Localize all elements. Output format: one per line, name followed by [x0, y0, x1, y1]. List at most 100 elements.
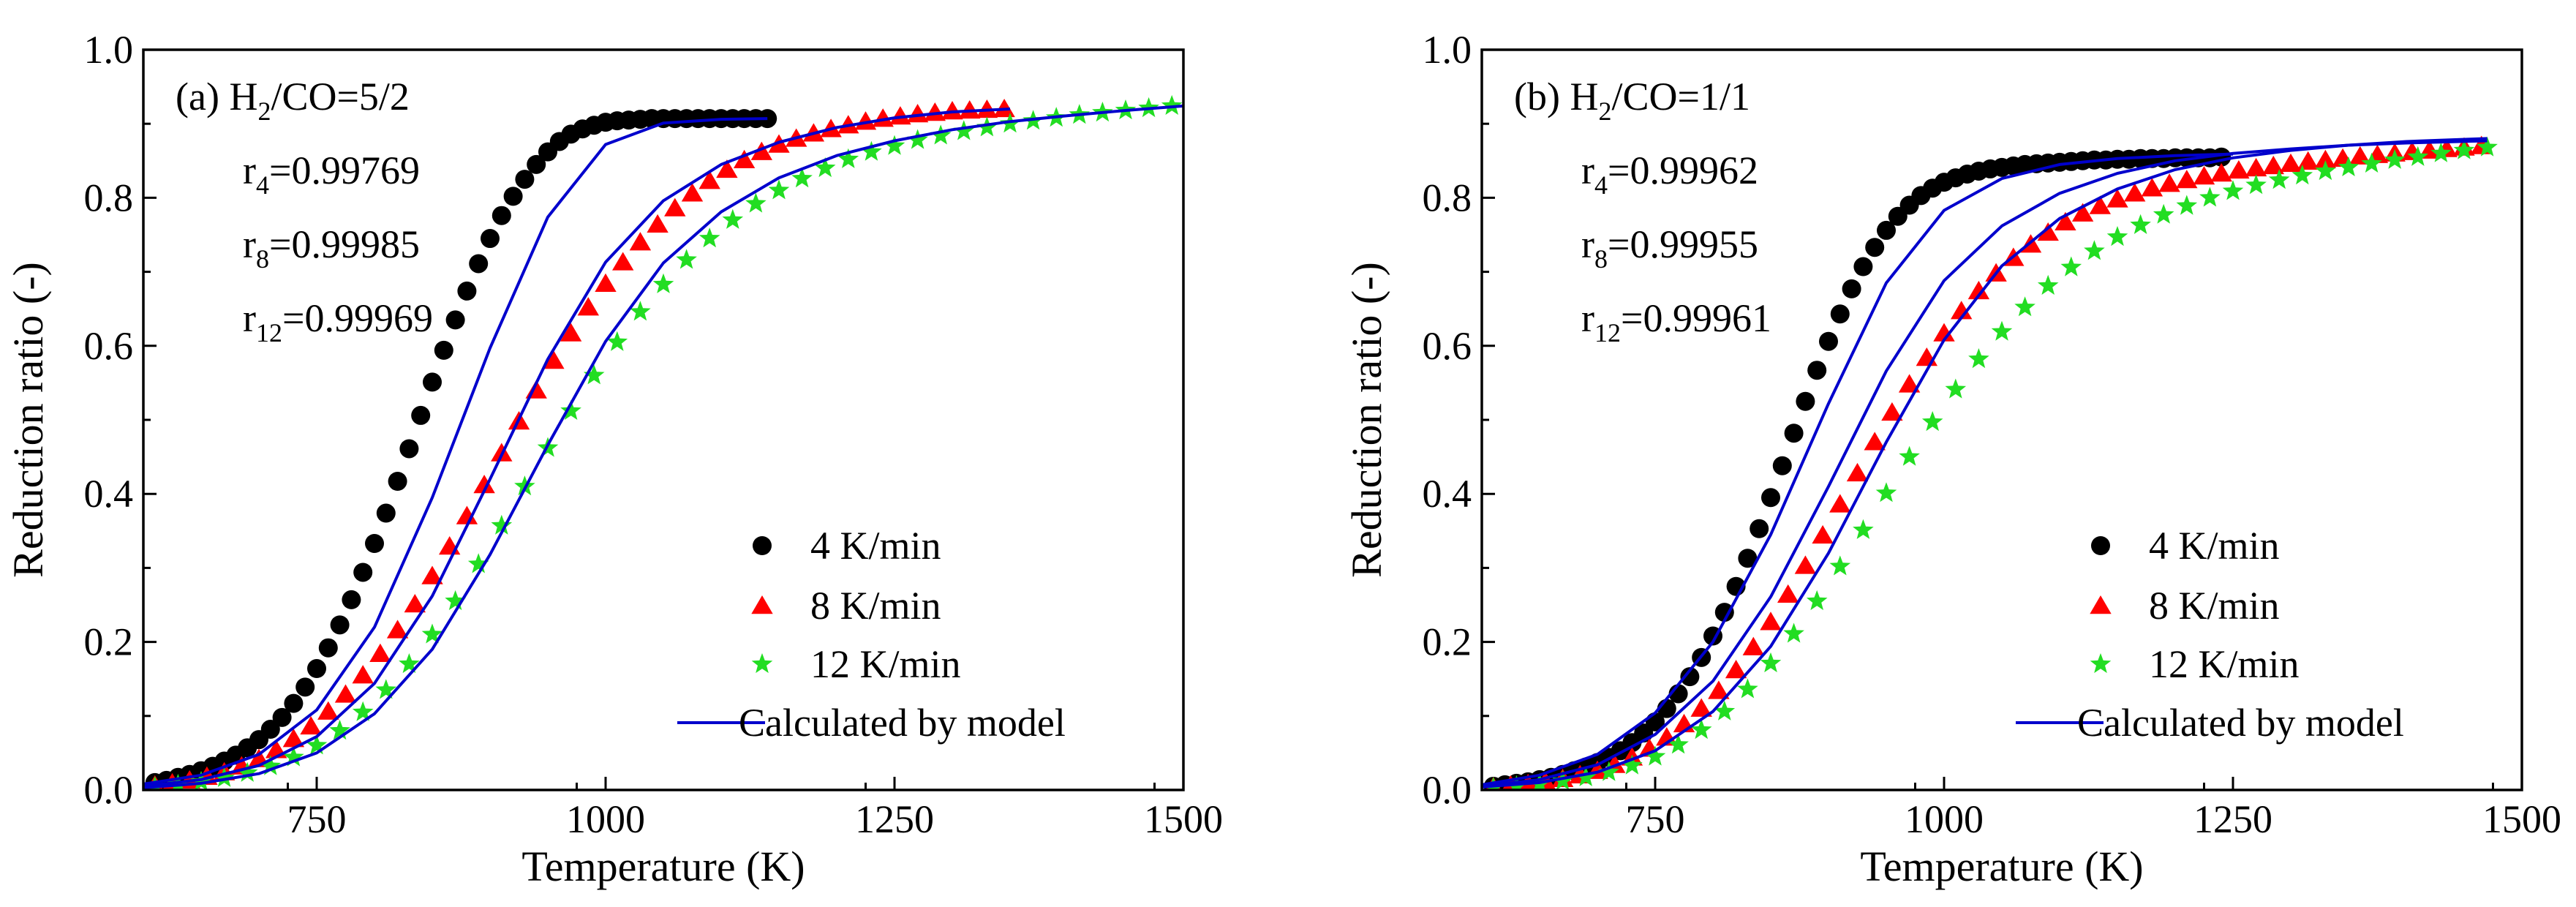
model-curve-3 [143, 104, 1183, 789]
data-point [2089, 195, 2111, 214]
data-point [1668, 734, 1689, 754]
data-point [284, 693, 304, 713]
x-tick-label: 1000 [1905, 797, 1984, 841]
data-point [959, 99, 981, 119]
data-point [837, 148, 859, 168]
data-point [1951, 301, 1973, 320]
data-point [404, 593, 426, 613]
plot-area [143, 94, 1183, 790]
data-point [884, 135, 905, 155]
data-point [2193, 166, 2215, 185]
data-point [1991, 320, 2013, 341]
gas-ratio: /CO=1/1 [1611, 75, 1750, 118]
data-point [2106, 226, 2128, 246]
data-point [577, 297, 599, 316]
data-point [1829, 555, 1851, 576]
y-tick-label: 0.2 [1423, 620, 1472, 664]
data-point [2315, 160, 2336, 181]
data-point [1138, 97, 1159, 118]
data-point [515, 170, 535, 189]
data-point [307, 659, 326, 679]
data-point [1819, 331, 1838, 351]
data-point [930, 124, 952, 145]
data-point [1921, 411, 1943, 432]
data-point [1842, 279, 1861, 298]
correlation-coefficient: r4=0.99769 [243, 148, 420, 200]
data-point [2262, 155, 2284, 175]
data-point [1575, 766, 1597, 786]
model-curve-3 [1482, 137, 2488, 789]
data-point [768, 179, 790, 200]
data-point [317, 701, 339, 720]
data-point [1760, 652, 1782, 673]
data-point [2268, 169, 2290, 189]
data-point [681, 183, 704, 202]
data-point [503, 187, 523, 206]
correlation-coefficient: r8=0.99955 [1581, 222, 1758, 274]
chart-panel-b: 750 1000 1250 1500 0.0 0.2 0.4 0.6 0.8 1.0 Tempera… [1343, 28, 2561, 890]
correlation-coefficient: r4=0.99962 [1581, 148, 1758, 200]
data-point [1760, 611, 1782, 631]
data-point [421, 565, 443, 584]
panel-annotation: (a) H2/CO=5/2 [176, 75, 410, 126]
legend-marker [751, 595, 773, 614]
data-point [1725, 660, 1747, 679]
y-axis-label: Reduction ratio (-) [4, 262, 52, 578]
gas-subscript: 2 [257, 97, 271, 126]
data-point [353, 562, 373, 582]
data-point [750, 141, 772, 160]
data-point [953, 120, 975, 140]
y-tick-label: 0.8 [84, 176, 134, 219]
data-point [1967, 280, 1990, 300]
data-point [2106, 189, 2128, 208]
data-point [473, 475, 495, 494]
data-point [1742, 636, 1764, 655]
data-point [1598, 761, 1620, 781]
data-point [595, 273, 617, 292]
legend-label: Calculated by model [2077, 701, 2404, 745]
chart-panel-a: 750 1000 1250 1500 0.0 0.2 0.4 0.6 0.8 1.0 Tempera… [4, 28, 1223, 890]
data-point [1877, 220, 1896, 240]
y-tick-label: 0.0 [1423, 768, 1472, 812]
data-point [399, 439, 419, 459]
data-point [854, 111, 877, 130]
data-point [676, 249, 697, 269]
data-point [467, 553, 489, 573]
model-curve-2 [143, 108, 1011, 788]
data-point [375, 679, 397, 699]
data-point [386, 620, 409, 639]
data-point [2153, 203, 2174, 224]
x-tick-label: 1500 [1144, 797, 1223, 841]
legend-marker [2090, 595, 2112, 614]
data-point [1864, 432, 1886, 451]
data-point [352, 701, 374, 721]
data-point [434, 340, 453, 360]
data-point [2130, 214, 2151, 234]
data-point [318, 638, 338, 658]
legend-label: 12 K/min [810, 642, 961, 686]
data-point [2014, 296, 2035, 317]
data-point [481, 229, 500, 249]
data-point [1794, 555, 1817, 574]
correlation-coefficient: r12=0.99961 [1581, 296, 1771, 347]
legend-marker [2090, 653, 2112, 674]
data-point [1829, 494, 1851, 513]
data-point [376, 503, 396, 523]
data-point [629, 232, 652, 251]
data-point [1737, 678, 1758, 699]
x-axis-label: Temperature (K) [521, 843, 805, 890]
data-point [260, 720, 280, 739]
data-point [2199, 187, 2221, 207]
data-point [236, 761, 258, 782]
data-point [1806, 590, 1828, 611]
data-point [300, 715, 322, 735]
data-point [2176, 170, 2198, 189]
data-point [1552, 769, 1573, 790]
data-point [612, 252, 634, 271]
data-point [2291, 165, 2313, 185]
x-tick-label: 1000 [566, 797, 645, 841]
data-point [2210, 163, 2232, 182]
data-point [889, 106, 911, 125]
y-tick-label: 0.8 [1423, 176, 1472, 219]
legend-marker [2091, 536, 2110, 555]
